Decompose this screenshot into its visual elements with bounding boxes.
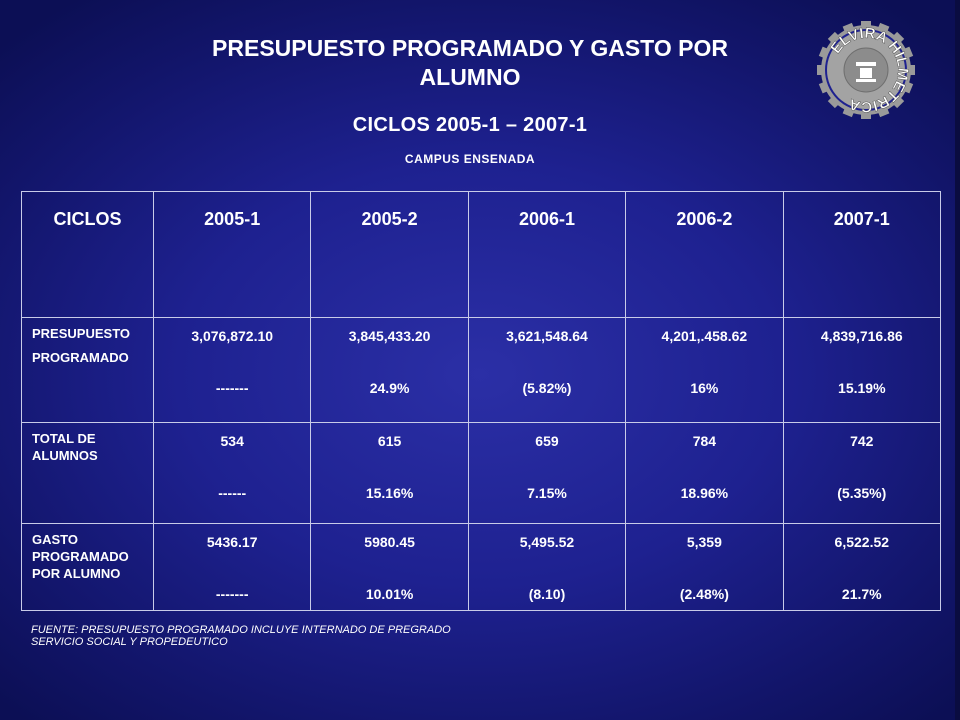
cell-change: 18.96%	[680, 485, 729, 501]
cell-change: 7.15%	[527, 485, 567, 501]
cell-change: 15.19%	[838, 380, 886, 396]
cell-value: 5,495.52	[519, 534, 575, 550]
gear-tooth	[907, 65, 915, 75]
table-cell: 659 7.15%	[467, 422, 627, 524]
gear-tooth	[827, 95, 841, 109]
row-label: TOTAL DE ALUMNOS	[21, 422, 154, 524]
gear-tooth	[818, 81, 831, 94]
table-cell: 6,522.52 21.7%	[782, 523, 942, 611]
cell-value: 5,359	[686, 534, 722, 550]
cell-value: 5980.45	[364, 534, 415, 550]
table-cell: 3,076,872.10 -------	[152, 317, 312, 423]
table-cell: 4,839,716.86 15.19%	[782, 317, 942, 423]
row-label-line: PROGRAMADO	[32, 549, 129, 564]
table-cell: 5,359 (2.48%)	[625, 523, 784, 611]
cell-change: 21.7%	[841, 586, 882, 602]
budget-table: CICLOS 2005-1 2005-2 2006-1 2006-2 2007-…	[21, 191, 942, 611]
gear-tooth	[818, 46, 831, 59]
gear-tooth	[877, 105, 890, 118]
gear-tooth	[827, 31, 841, 45]
table-cell: 5,495.52 (8.10)	[467, 523, 627, 611]
subtitle: CICLOS 2005-1 – 2007-1	[352, 114, 588, 136]
column-header: 2005-1	[152, 191, 312, 318]
cell-value: 659	[535, 433, 559, 449]
cell-change: 15.16%	[365, 485, 414, 501]
row-label: GASTO PROGRAMADO POR ALUMNO	[21, 523, 154, 611]
gear-tooth	[901, 46, 914, 59]
cell-value: 4,201,.458.62	[661, 328, 748, 344]
cell-change: 10.01%	[365, 586, 414, 602]
cell-change: 24.9%	[369, 380, 410, 396]
cell-value: 615	[377, 433, 402, 449]
cell-change: (5.35%)	[837, 485, 887, 501]
row-label-line: GASTO	[32, 532, 78, 547]
table-cell: 3,621,548.64 (5.82%)	[467, 317, 627, 423]
gear-tooth	[877, 22, 890, 35]
gear-tooth	[842, 105, 855, 118]
row-label: PRESUPUESTO PROGRAMADO	[21, 317, 154, 423]
cell-value: 3,076,872.10	[191, 328, 274, 344]
row-label-line: TOTAL DE	[32, 431, 96, 446]
cell-value: 784	[692, 433, 717, 449]
gear-tooth	[891, 31, 905, 45]
cell-change: ------	[218, 485, 247, 501]
gear-tooth	[891, 95, 905, 109]
source-note: FUENTE: PRESUPUESTO PROGRAMADO INCLUYE I…	[31, 624, 551, 648]
gear-tooth	[842, 22, 855, 35]
table-cell: 784 18.96%	[625, 422, 784, 524]
cell-value: 5436.17	[206, 534, 258, 550]
gear-tooth	[861, 21, 871, 29]
gear-tooth	[861, 111, 871, 119]
column-header: 2005-2	[310, 191, 469, 318]
cell-value: 3,845,433.20	[348, 328, 431, 344]
page-title: PRESUPUESTO PROGRAMADO Y GASTO POR ALUMN…	[150, 34, 790, 92]
row-label-line: PRESUPUESTO	[32, 326, 131, 341]
table-cell: 4,201,.458.62 16%	[625, 317, 784, 423]
table-cell: 615 15.16%	[310, 422, 469, 524]
campus-label: CAMPUS ENSENADA	[404, 152, 536, 166]
table-row: PRESUPUESTO PROGRAMADO 3,076,872.10 -----…	[21, 317, 942, 423]
cell-change: -------	[215, 586, 249, 602]
row-label-line: ALUMNOS	[32, 448, 98, 463]
column-header: CICLOS	[21, 191, 154, 318]
row-label-line: POR ALUMNO	[32, 566, 121, 581]
column-header: 2007-1	[782, 191, 942, 318]
table-cell: 3,845,433.20 24.9%	[310, 317, 469, 423]
cell-value: 6,522.52	[834, 534, 890, 550]
gear-tooth	[901, 81, 914, 94]
cell-value: 3,621,548.64	[506, 328, 588, 344]
table-row: GASTO PROGRAMADO POR ALUMNO 5436.17 -----…	[21, 523, 942, 611]
gear-tooth	[817, 65, 825, 75]
cell-change: (5.82%)	[522, 380, 572, 396]
title-line-1: PRESUPUESTO PROGRAMADO Y GASTO POR	[212, 35, 728, 61]
slide-edge	[955, 0, 960, 720]
table-row: TOTAL DE ALUMNOS 534 ------ 615 15.16% 659…	[21, 422, 942, 524]
column-header: 2006-2	[625, 191, 784, 318]
row-label-line: PROGRAMADO	[32, 350, 129, 365]
cell-value: 742	[850, 433, 874, 449]
cell-value: 4,839,716.86	[820, 328, 903, 344]
cell-change: -------	[215, 380, 249, 396]
cell-value: 534	[220, 433, 244, 449]
table-cell: 534 ------	[152, 422, 312, 524]
table-cell: 5436.17 -------	[152, 523, 312, 611]
column-header: 2006-1	[467, 191, 627, 318]
source-note-line: SERVICIO SOCIAL Y PROPEDEUTICO	[31, 636, 228, 648]
table-cell: 742 (5.35%)	[782, 422, 942, 524]
title-line-2: ALUMNO	[419, 64, 521, 90]
table-cell: 5980.45 10.01%	[310, 523, 469, 611]
source-note-line: FUENTE: PRESUPUESTO PROGRAMADO INCLUYE I…	[31, 624, 451, 636]
cell-change: (2.48%)	[679, 586, 729, 602]
cell-change: (8.10)	[528, 586, 566, 602]
table-header-row: CICLOS 2005-1 2005-2 2006-1 2006-2 2007-…	[21, 191, 942, 318]
institution-logo: ELVIRA HILMETRICA	[817, 21, 915, 119]
cell-change: 16%	[690, 380, 719, 396]
